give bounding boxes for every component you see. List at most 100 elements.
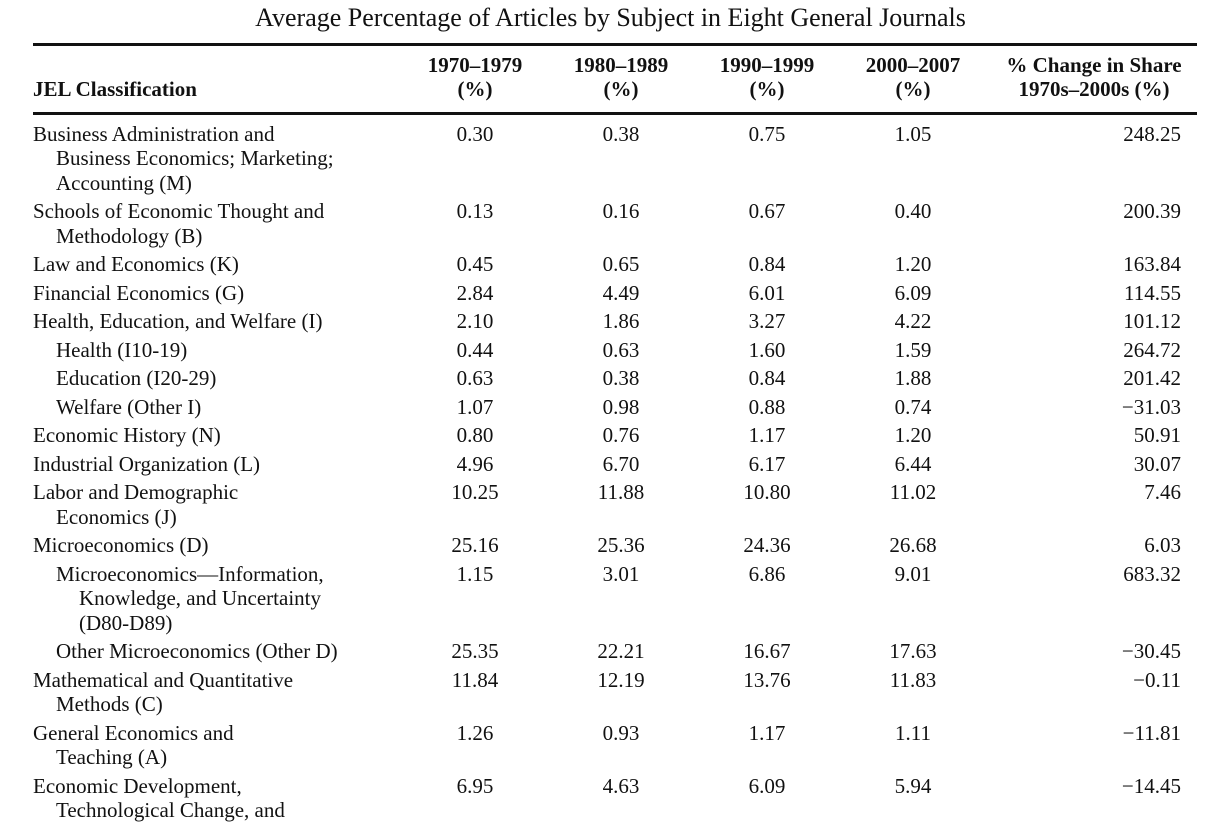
row-label: Business Administration and (33, 121, 275, 146)
column-header: (%) (457, 76, 493, 101)
row-label: Accounting (M) (56, 170, 192, 195)
cell-value: 1.05 (894, 121, 932, 146)
cell-value: 50.91 (1133, 423, 1181, 448)
cell-value: 0.44 (456, 337, 494, 362)
cell-value: 4.96 (456, 451, 494, 476)
cell-value: 1.07 (456, 394, 494, 419)
header-label: JEL Classification (33, 76, 197, 101)
cell-value: 1.86 (602, 309, 640, 334)
cell-value: 7.46 (1144, 480, 1181, 505)
table-title: Average Percentage of Articles by Subjec… (255, 3, 966, 32)
cell-value: 9.01 (894, 561, 932, 586)
row-label: Business Economics; Marketing; (56, 146, 334, 171)
cell-value: 6.17 (748, 451, 786, 476)
cell-value: 1.11 (895, 720, 931, 745)
cell-value: 6.01 (748, 280, 786, 305)
cell-value: 6.86 (748, 561, 786, 586)
cell-value: 4.22 (894, 309, 932, 334)
cell-value: 1.17 (748, 423, 786, 448)
column-header: (%) (749, 76, 785, 101)
cell-value: 6.95 (456, 773, 494, 798)
cell-value: −0.11 (1133, 667, 1181, 692)
cell-value: −11.81 (1122, 720, 1181, 745)
cell-value: 6.09 (894, 280, 932, 305)
cell-value: 25.16 (451, 533, 499, 558)
row-label: Economic History (N) (33, 423, 221, 448)
column-header: (%) (895, 76, 931, 101)
cell-value: 264.72 (1123, 337, 1181, 362)
cell-value: 0.74 (894, 394, 932, 419)
cell-value: 0.45 (456, 252, 494, 277)
cell-value: 0.93 (602, 720, 640, 745)
row-label: Methodology (B) (56, 223, 203, 248)
cell-value: 1.17 (748, 720, 786, 745)
cell-value: 24.36 (743, 533, 791, 558)
cell-value: −31.03 (1121, 394, 1181, 419)
top-rule (33, 43, 1197, 46)
cell-value: 12.19 (597, 667, 645, 692)
cell-value: 1.20 (894, 423, 932, 448)
cell-value: 5.94 (894, 773, 932, 798)
cell-value: 3.27 (748, 309, 786, 334)
row-label: Microeconomics—Information, (56, 561, 324, 586)
cell-value: 0.63 (456, 366, 494, 391)
cell-value: 1.88 (894, 366, 932, 391)
cell-value: 16.67 (743, 639, 791, 664)
cell-value: 30.07 (1133, 451, 1181, 476)
cell-value: 0.40 (894, 199, 932, 224)
cell-value: 1.15 (456, 561, 494, 586)
cell-value: −30.45 (1121, 639, 1181, 664)
column-header: % Change in Share (1006, 52, 1182, 77)
row-label: Health (I10-19) (56, 337, 188, 362)
cell-value: 0.80 (456, 423, 494, 448)
cell-value: 2.84 (456, 280, 494, 305)
cell-value: 10.25 (451, 480, 499, 505)
row-label: Schools of Economic Thought and (33, 199, 325, 224)
cell-value: 11.02 (889, 480, 937, 505)
cell-value: 4.49 (602, 280, 640, 305)
cell-value: 11.83 (889, 667, 937, 692)
row-label: Economics (J) (56, 504, 177, 529)
cell-value: 1.26 (456, 720, 494, 745)
cell-value: −14.45 (1121, 773, 1181, 798)
cell-value: 0.16 (602, 199, 640, 224)
row-label: Microeconomics (D) (33, 533, 209, 558)
cell-value: 0.84 (748, 366, 786, 391)
cell-value: 1.59 (894, 337, 932, 362)
cell-value: 101.12 (1123, 309, 1181, 334)
cell-value: 200.39 (1123, 199, 1181, 224)
column-header: 1980–1989 (573, 52, 669, 77)
row-label: Other Microeconomics (Other D) (56, 639, 338, 664)
cell-value: 683.32 (1123, 561, 1181, 586)
row-label: Health, Education, and Welfare (I) (33, 309, 323, 334)
cell-value: 0.75 (748, 121, 786, 146)
row-label: General Economics and (33, 720, 234, 745)
row-label: Welfare (Other I) (56, 394, 202, 419)
cell-value: 1.20 (894, 252, 932, 277)
cell-value: 201.42 (1123, 366, 1181, 391)
cell-value: 0.13 (456, 199, 494, 224)
row-label: Teaching (A) (56, 745, 168, 770)
cell-value: 248.25 (1123, 121, 1181, 146)
column-header: 2000–2007 (865, 52, 961, 77)
cell-value: 6.09 (748, 773, 786, 798)
cell-value: 10.80 (743, 480, 791, 505)
cell-value: 0.65 (602, 252, 640, 277)
cell-value: 0.98 (602, 394, 640, 419)
cell-value: 0.84 (748, 252, 786, 277)
row-label: Financial Economics (G) (33, 280, 245, 305)
cell-value: 0.38 (602, 121, 640, 146)
row-label: Knowledge, and Uncertainty (79, 586, 322, 611)
cell-value: 6.44 (894, 451, 932, 476)
row-label: Methods (C) (56, 692, 163, 717)
cell-value: 11.84 (451, 667, 499, 692)
cell-value: 4.63 (602, 773, 640, 798)
cell-value: 0.30 (456, 121, 494, 146)
cell-value: 0.63 (602, 337, 640, 362)
row-label: (D80-D89) (79, 610, 173, 635)
cell-value: 11.88 (597, 480, 645, 505)
column-header: 1990–1999 (719, 52, 815, 77)
row-label: Economic Development, (33, 773, 242, 798)
row-label: Law and Economics (K) (33, 252, 239, 277)
